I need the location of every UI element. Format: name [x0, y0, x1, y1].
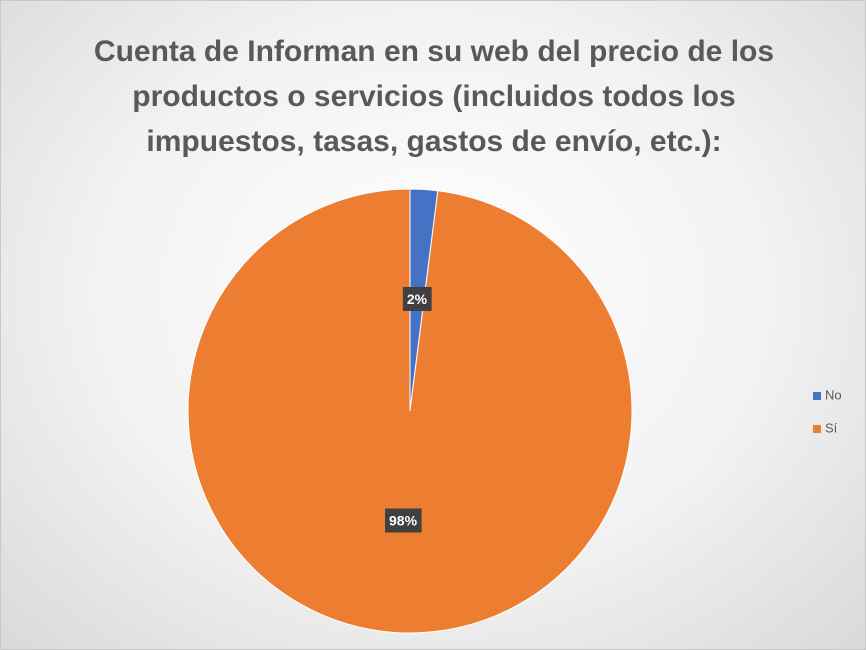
legend-swatch	[813, 392, 821, 400]
data-label-box	[385, 508, 422, 533]
pie-slice	[187, 188, 633, 634]
legend-label: Sí	[825, 420, 838, 435]
legend-label: No	[825, 387, 842, 402]
data-label-text: 2%	[407, 291, 428, 307]
data-label-box	[402, 286, 432, 311]
data-label: 98%	[385, 508, 422, 533]
legend-swatch	[813, 425, 821, 433]
data-label: 2%	[402, 286, 432, 311]
data-label-text: 98%	[389, 512, 418, 528]
chart-title: Cuenta de Informan en su web del precio …	[93, 35, 775, 158]
data-labels: 2% 98%	[385, 286, 432, 533]
legend: No Sí	[813, 387, 842, 435]
slices	[187, 188, 633, 634]
